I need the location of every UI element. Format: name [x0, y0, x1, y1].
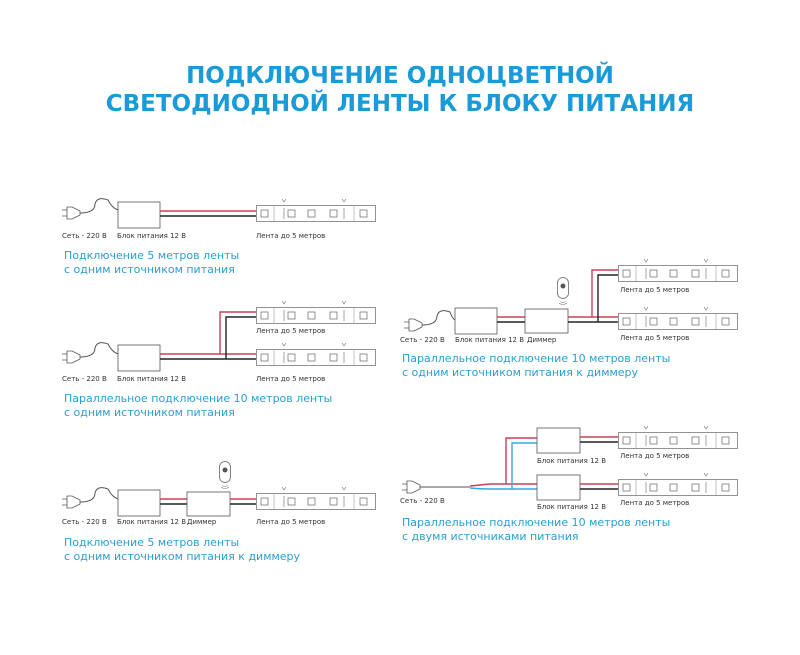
caption-line-2: с одним источником питания к диммеру [64, 550, 301, 563]
caption-line-2: с одним источником питания [64, 263, 235, 276]
caption-line-1: Параллельное подключение 10 метров ленты [402, 352, 670, 365]
led-strip-lower [618, 472, 738, 496]
led-strip-upper [618, 425, 738, 449]
wire-negative [160, 316, 256, 360]
label-strip-lower: Лента до 5 метров [620, 334, 689, 342]
power-cord [79, 487, 119, 503]
power-supply-box [454, 307, 498, 335]
label-dimmer: Диммер [187, 518, 217, 526]
label-mains: Сеть - 220 В [62, 232, 107, 240]
wire-live [469, 437, 537, 487]
caption-line-2: с двумя источниками питания [402, 530, 579, 543]
power-supply-box-upper [536, 427, 581, 454]
plug-icon [403, 318, 423, 332]
dimmer-box [186, 491, 231, 517]
remote-control-icon [557, 277, 569, 305]
label-strip: Лента до 5 метров [256, 518, 325, 526]
wire-negative [568, 274, 618, 323]
dimmer-box [524, 308, 569, 334]
plug-icon [61, 206, 81, 220]
label-strip-upper: Лента до 5 метров [256, 327, 325, 335]
caption-line-1: Параллельное подключение 10 метров ленты [64, 392, 332, 405]
page-title-line-2: СВЕТОДИОДНОЙ ЛЕНТЫ К БЛОКУ ПИТАНИЯ [106, 89, 695, 117]
label-strip-lower: Лента до 5 метров [620, 499, 689, 507]
label-psu-upper: Блок питания 12 В [537, 457, 606, 465]
power-supply-box [117, 489, 161, 517]
plug-icon [61, 350, 81, 364]
label-psu-lower: Блок питания 12 В [537, 503, 606, 511]
label-psu: Блок питания 12 В [117, 375, 186, 383]
wire-positive [568, 269, 618, 318]
wire-positive [160, 311, 256, 355]
caption-line-2: с одним источником питания [64, 406, 235, 419]
label-strip-lower: Лента до 5 метров [256, 375, 325, 383]
diagram-parallel-10m-dimmer: Лента до 5 метров Сеть - 220 В Блок пита… [400, 258, 738, 379]
power-supply-box [117, 201, 161, 229]
label-psu: Блок питания 12 В [117, 518, 186, 526]
page-title-line-1: ПОДКЛЮЧЕНИЕ ОДНОЦВЕТНОЙ [186, 61, 614, 89]
led-strip-upper [618, 258, 738, 282]
power-cord [79, 198, 119, 214]
led-strip-lower [618, 306, 738, 330]
diagram-parallel-10m-two-psu: Блок питания 12 В Лента до 5 метров Сеть… [400, 425, 738, 543]
led-strip [256, 486, 376, 510]
label-dimmer: Диммер [527, 336, 557, 344]
label-strip: Лента до 5 метров [256, 232, 325, 240]
plug-icon [61, 495, 81, 509]
led-strip [256, 198, 376, 222]
caption-line-1: Подключение 5 метров ленты [64, 536, 239, 549]
power-cord [79, 342, 119, 358]
power-supply-box [117, 344, 161, 372]
label-mains: Сеть - 220 В [62, 518, 107, 526]
label-mains: Сеть - 220 В [400, 497, 445, 505]
led-strip-upper [256, 300, 376, 324]
led-strip-lower [256, 342, 376, 366]
wire-neutral [469, 442, 537, 490]
power-supply-box-lower [536, 474, 581, 501]
label-strip-upper: Лента до 5 метров [620, 452, 689, 460]
plug-icon [401, 480, 421, 494]
caption-line-1: Подключение 5 метров ленты [64, 249, 239, 262]
diagram-single-5m: Сеть - 220 В Блок питания 12 В Лента до … [61, 198, 376, 276]
caption-line-1: Параллельное подключение 10 метров ленты [402, 516, 670, 529]
power-cord [421, 310, 456, 326]
label-psu: Блок питания 12 В [117, 232, 186, 240]
remote-control-icon [219, 461, 231, 489]
label-psu: Блок питания 12 В [455, 336, 524, 344]
label-mains: Сеть - 220 В [62, 375, 107, 383]
diagram-single-5m-dimmer: Сеть - 220 В Блок питания 12 В Диммер Ле… [61, 461, 376, 563]
label-strip-upper: Лента до 5 метров [620, 286, 689, 294]
diagram-parallel-10m: Лента до 5 метров Сеть - 220 В Блок пита… [61, 300, 376, 419]
caption-line-2: с одним источником питания к диммеру [402, 366, 639, 379]
label-mains: Сеть - 220 В [400, 336, 445, 344]
